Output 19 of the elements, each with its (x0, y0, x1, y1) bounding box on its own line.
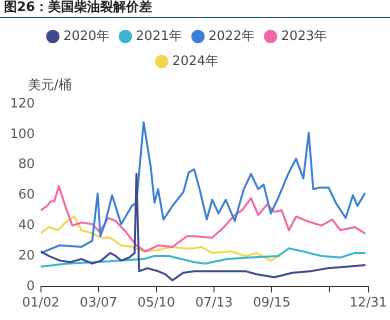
x-tick-label: 09/15 (253, 296, 290, 311)
y-tick-label: 80 (18, 157, 35, 172)
legend-label: 2024年 (172, 54, 218, 69)
legend-label: 2022年 (208, 28, 255, 44)
y-tick-label: 100 (10, 126, 35, 142)
y-tick-label: 0 (26, 278, 35, 294)
x-tick-label: 01/02 (22, 296, 60, 311)
y-tick-label: 40 (18, 218, 35, 233)
x-tick-label: 05/10 (138, 296, 176, 311)
y-axis-title: 美元/桶 (28, 76, 72, 93)
x-tick-label: 12/31 (350, 296, 387, 311)
legend-label: 2023年 (281, 28, 328, 44)
x-tick-label: 03/07 (80, 296, 118, 311)
x-tick-label: 07/13 (195, 296, 233, 311)
legend-label: 2021年 (136, 28, 182, 44)
y-tick-label: 120 (10, 96, 35, 112)
legend-label: 2020年 (63, 28, 110, 44)
y-tick-label: 60 (18, 188, 35, 203)
y-tick-label: 20 (18, 248, 35, 264)
